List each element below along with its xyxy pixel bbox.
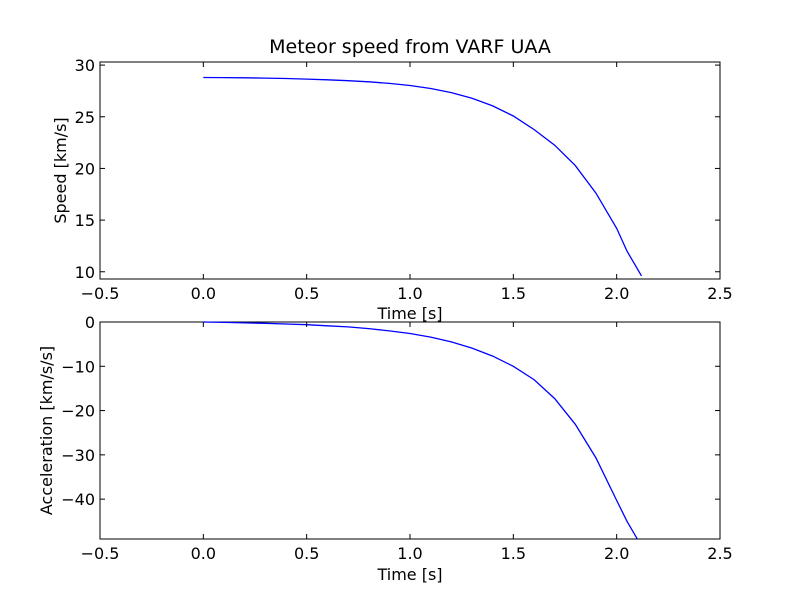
- speed-x-axis-label: Time [s]: [376, 304, 442, 323]
- acceleration-x-tick-label: 2.5: [707, 544, 732, 563]
- speed-y-axis-label: Speed [km/s]: [51, 117, 70, 223]
- acceleration-y-tick-label: 0: [85, 313, 95, 332]
- speed-y-tick-label: 20: [75, 159, 95, 178]
- acceleration-line-layer: [203, 321, 638, 540]
- acceleration-y-tick-label: −30: [61, 446, 95, 465]
- acceleration-x-tick-label: −0.5: [81, 544, 120, 563]
- speed-x-tick-label: 1.0: [397, 284, 422, 303]
- acceleration-y-tick-label: −40: [61, 490, 95, 509]
- speed-ticks-layer: −0.5 0.0 0.5 1.0 1.5 2.0 2.5 10 15 20 25 30: [75, 56, 733, 303]
- acceleration-y-tick-label: −10: [61, 357, 95, 376]
- acceleration-x-tick-label: 0.5: [294, 544, 319, 563]
- acceleration-y-tick-label: −20: [61, 402, 95, 421]
- speed-subplot: Meteor speed from VARF UAA −0.5 0.0 0.5 1.0…: [51, 36, 733, 323]
- speed-chart-title: Meteor speed from VARF UAA: [269, 36, 551, 58]
- acceleration-ticks-layer: −0.5 0.0 0.5 1.0 1.5 2.0 2.5 0 −10 −20 −30 −40: [61, 313, 732, 563]
- acceleration-x-axis-label: Time [s]: [376, 565, 442, 584]
- speed-x-tick-label: 2.5: [707, 284, 732, 303]
- speed-x-tick-label: 2.0: [604, 284, 629, 303]
- acceleration-plot-frame: [99, 321, 721, 540]
- acceleration-x-tick-label: 1.5: [501, 544, 526, 563]
- speed-y-tick-label: 25: [75, 108, 95, 127]
- speed-x-tick-label: 1.5: [501, 284, 526, 303]
- speed-x-tick-label: 0.0: [191, 284, 216, 303]
- acceleration-x-tick-label: 1.0: [397, 544, 422, 563]
- acceleration-y-axis-label: Acceleration [km/s/s]: [37, 346, 56, 515]
- speed-series-line: [203, 76, 643, 277]
- acceleration-x-tick-label: 0.0: [191, 544, 216, 563]
- acceleration-subplot: −0.5 0.0 0.5 1.0 1.5 2.0 2.5 0 −10 −20 −30 −40 Time…: [37, 313, 733, 584]
- speed-x-tick-label: 0.5: [294, 284, 319, 303]
- acceleration-series-line: [203, 321, 638, 540]
- speed-x-tick-label: −0.5: [81, 284, 120, 303]
- speed-line-layer: [203, 76, 643, 277]
- speed-plot-frame: [99, 61, 721, 280]
- speed-y-tick-label: 10: [75, 263, 95, 282]
- speed-y-tick-label: 15: [75, 211, 95, 230]
- acceleration-x-tick-label: 2.0: [604, 544, 629, 563]
- speed-y-tick-label: 30: [75, 56, 95, 75]
